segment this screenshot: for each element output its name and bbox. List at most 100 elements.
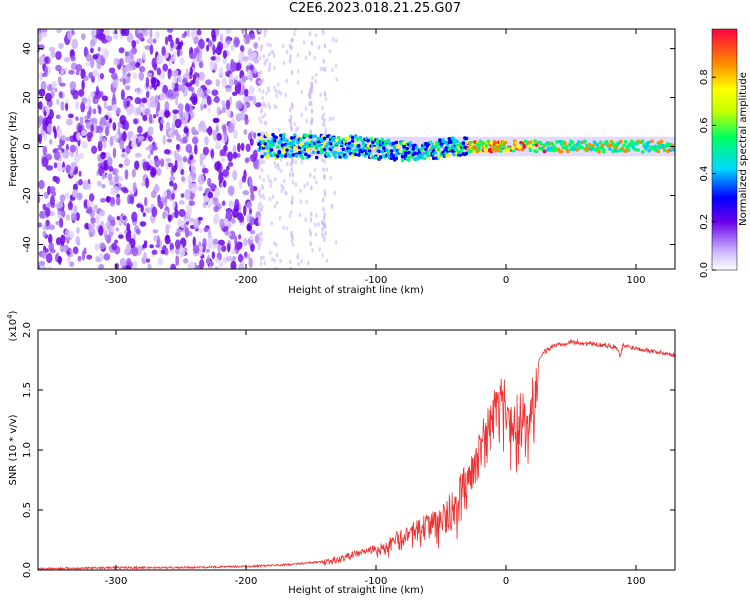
noise-cell: [304, 106, 308, 111]
noise-cell: [150, 95, 156, 103]
noise-cell: [322, 167, 325, 173]
signal-cell: [672, 147, 675, 152]
noise-cell: [103, 137, 107, 149]
noise-cell: [299, 188, 302, 194]
noise-cell: [170, 39, 174, 49]
signal-cell: [622, 143, 626, 148]
noise-cell: [180, 176, 186, 182]
noise-cell: [293, 32, 296, 37]
signal-cell: [372, 146, 377, 151]
signal-cell: [614, 149, 619, 153]
noise-cell: [38, 29, 41, 34]
noise-cell: [100, 151, 106, 160]
noise-cell: [149, 29, 153, 39]
noise-cell: [81, 79, 85, 91]
noise-cell: [199, 153, 206, 160]
signal-cell: [352, 149, 356, 154]
noise-cell: [89, 42, 94, 49]
signal-cell: [431, 156, 436, 161]
signal-cell: [319, 147, 324, 152]
noise-cell: [66, 31, 73, 40]
signal-cell: [350, 135, 355, 140]
signal-cell: [333, 155, 338, 159]
noise-cell: [172, 69, 179, 77]
noise-cell: [159, 92, 167, 101]
noise-cell: [126, 100, 130, 108]
noise-cell: [323, 191, 327, 197]
noise-cell: [249, 33, 256, 40]
noise-cell: [76, 226, 80, 234]
signal-cell: [280, 154, 285, 158]
noise-cell: [322, 206, 325, 212]
noise-cell: [214, 187, 220, 199]
noise-cell: [109, 136, 114, 147]
noise-cell: [303, 183, 307, 189]
noise-cell: [56, 98, 60, 105]
noise-cell: [250, 216, 256, 226]
noise-cell: [69, 230, 75, 239]
noise-cell: [263, 261, 266, 266]
noise-cell: [145, 258, 151, 263]
noise-cell: [273, 258, 277, 263]
noise-cell: [280, 183, 283, 189]
noise-cell: [253, 42, 259, 50]
noise-cell: [176, 133, 181, 142]
signal-cell: [322, 136, 327, 141]
spectrogram-xtick-label: -300: [105, 275, 128, 286]
noise-cell: [85, 208, 93, 214]
signal-cell: [655, 144, 659, 149]
noise-cell: [125, 265, 130, 269]
noise-cell: [259, 256, 263, 261]
noise-cell: [192, 218, 200, 229]
noise-cell: [58, 42, 64, 49]
signal-cell: [595, 146, 600, 150]
signal-cell: [580, 145, 584, 150]
noise-cell: [107, 172, 113, 182]
noise-cell: [305, 199, 309, 204]
noise-cell: [38, 133, 42, 145]
signal-cell: [396, 144, 400, 149]
signal-cell: [335, 138, 339, 143]
noise-cell: [38, 195, 41, 204]
noise-cell: [281, 43, 285, 49]
signal-cell: [307, 154, 311, 158]
noise-cell: [304, 55, 308, 61]
noise-cell: [154, 185, 160, 193]
noise-cell: [230, 61, 237, 72]
noise-cell: [174, 118, 182, 129]
noise-cell: [162, 134, 166, 145]
noise-cell: [151, 145, 158, 151]
signal-cell: [647, 148, 651, 153]
noise-cell: [44, 248, 49, 253]
noise-cell: [78, 88, 85, 97]
noise-cell: [126, 66, 134, 71]
signal-cell: [322, 141, 327, 146]
noise-cell: [46, 252, 53, 264]
noise-cell: [131, 211, 138, 223]
noise-cell: [38, 260, 46, 266]
noise-cell: [218, 261, 224, 268]
noise-cell: [89, 231, 94, 238]
noise-cell: [291, 37, 294, 43]
noise-cell: [291, 195, 294, 200]
noise-cell: [147, 153, 151, 159]
noise-cell: [212, 34, 217, 42]
noise-cell: [127, 72, 131, 78]
noise-cell: [64, 192, 70, 199]
noise-cell: [235, 100, 243, 110]
signal-cell: [265, 133, 269, 137]
noise-cell: [159, 121, 164, 132]
noise-cell: [177, 103, 184, 111]
noise-cell: [59, 194, 66, 202]
noise-cell: [266, 174, 270, 179]
signal-cell: [477, 145, 481, 149]
signal-cell: [421, 153, 425, 157]
signal-cell: [305, 147, 310, 152]
noise-cell: [289, 209, 293, 215]
noise-cell: [241, 75, 247, 83]
signal-cell: [275, 145, 280, 149]
noise-cell: [319, 92, 322, 97]
noise-cell: [198, 241, 202, 247]
signal-cell: [279, 133, 283, 138]
